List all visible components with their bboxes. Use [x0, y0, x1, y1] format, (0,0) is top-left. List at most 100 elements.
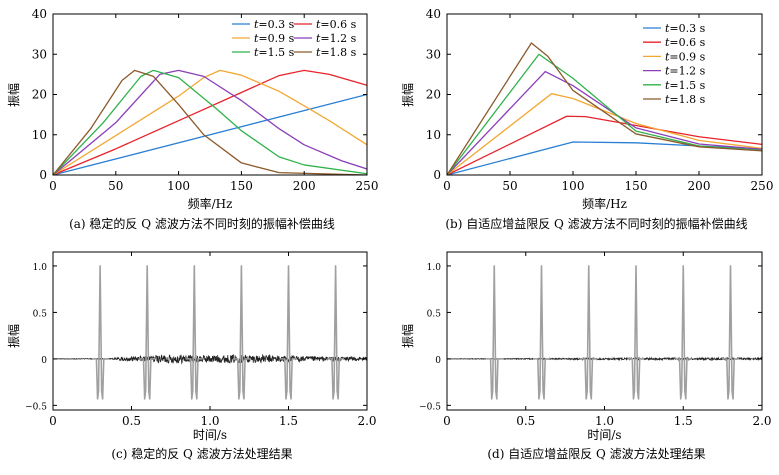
panel-caption: (d) 自适应增益限反 Q 滤波方法处理结果: [487, 446, 705, 461]
y-axis-label: 振幅: [6, 324, 21, 348]
legend-variable: t: [316, 32, 321, 45]
legend-variable: t: [254, 46, 259, 59]
legend-value: =1.8 s: [669, 93, 705, 106]
x-axis-label: 时间/s: [587, 428, 621, 442]
y-tick-label: −0.5: [419, 402, 441, 412]
x-tick-label: 1.5: [279, 414, 298, 428]
legend-label-3: t=0.9 s: [665, 50, 706, 63]
y-tick-label: 20: [32, 88, 47, 102]
y-tick-label: 20: [426, 88, 441, 102]
x-tick-label: 50: [502, 179, 517, 193]
y-axis-label: 振幅: [6, 83, 21, 107]
x-tick-label: 1.0: [595, 414, 614, 428]
y-tick-label: 0: [435, 356, 441, 366]
y-axis-label: 振幅: [400, 324, 415, 348]
legend-variable: t: [665, 93, 670, 106]
y-tick-label: 0: [41, 356, 47, 366]
series-line-4: [447, 70, 762, 175]
legend-label-2: t=0.6 s: [665, 36, 706, 49]
x-tick-label: 1.0: [200, 414, 219, 428]
legend-label-2: t=0.6 s: [316, 18, 357, 31]
y-tick-label: 0: [433, 168, 441, 182]
series-line-6: [53, 69, 367, 175]
x-axis-label: 频率/Hz: [582, 196, 627, 211]
plot-area: [53, 69, 367, 175]
legend-variable: t: [316, 18, 321, 31]
noise-trace: [53, 353, 367, 365]
y-axis-label: 振幅: [400, 83, 415, 107]
legend-label-5: t=1.5 s: [665, 79, 706, 92]
legend-label-4: t=1.2 s: [665, 65, 706, 78]
legend-label-1: t=0.3 s: [254, 18, 295, 31]
x-tick-label: 0: [443, 414, 451, 428]
y-tick-label: 30: [426, 47, 441, 61]
panel-caption: (b) 自适应增益限反 Q 滤波方法不同时刻的振幅补偿曲线: [445, 216, 747, 231]
y-tick-label: 0.5: [33, 309, 48, 319]
series-line-3: [447, 93, 762, 175]
pulse-5: [674, 265, 692, 400]
y-tick-label: 30: [32, 47, 47, 61]
x-tick-label: 0.5: [122, 414, 141, 428]
legend-variable: t: [316, 46, 321, 59]
series-line-5: [53, 69, 367, 175]
legend-label-5: t=1.5 s: [254, 46, 295, 59]
legend-value: =0.9 s: [669, 50, 705, 63]
legend-label-6: t=1.8 s: [665, 93, 706, 106]
y-tick-label: 40: [32, 7, 47, 21]
legend-label-1: t=0.3 s: [665, 22, 706, 35]
x-tick-label: 0: [443, 179, 451, 193]
legend: t=0.3 st=0.6 st=0.9 st=1.2 st=1.5 st=1.8…: [643, 22, 706, 106]
legend-value: =1.5 s: [258, 46, 294, 59]
x-tick-label: 200: [688, 179, 711, 193]
legend-value: =1.2 s: [320, 32, 356, 45]
series-line-1: [53, 93, 367, 175]
x-tick-label: 2.0: [752, 414, 771, 428]
legend-label-3: t=0.9 s: [254, 32, 295, 45]
pulse-2: [533, 265, 550, 400]
x-tick-label: 250: [751, 179, 774, 193]
pulse-2: [138, 265, 156, 400]
pulse-6: [722, 265, 739, 400]
panel-a: 0 50 100 150 200 250 0 10 20 30 40 频率/Hz 振幅 (a) 稳定的反 …: [6, 7, 378, 231]
series-line-6: [447, 42, 762, 175]
pulse-4: [627, 265, 645, 400]
panel-caption: (c) 稳定的反 Q 滤波方法处理结果: [111, 446, 292, 461]
y-tick-label: 1.0: [33, 263, 48, 273]
x-axis-label: 频率/Hz: [188, 196, 233, 211]
legend-variable: t: [665, 65, 670, 78]
panel-c: 0 0.5 1.0 1.5 2.0−0.500.51.0时间/s振幅(c) 稳定的反 Q…: [6, 251, 377, 461]
panel-caption: (a) 稳定的反 Q 滤波方法不同时刻的振幅补偿曲线: [69, 216, 335, 231]
x-tick-label: 100: [167, 179, 190, 193]
legend-variable: t: [665, 50, 670, 63]
plot-area: [53, 265, 367, 400]
series-line-2: [447, 115, 762, 175]
legend-variable: t: [665, 36, 670, 49]
y-tick-label: 1.0: [427, 263, 442, 273]
x-tick-label: 1.5: [674, 414, 693, 428]
pulse-5: [280, 265, 297, 400]
pulse-3: [580, 265, 598, 400]
series-line-3: [53, 69, 367, 175]
panel-b: 0 50 100 150 200 250 0 10 20 30 40 频率/Hz 振幅 (b) 自适应增益…: [400, 7, 773, 231]
x-tick-label: 0.5: [516, 414, 535, 428]
x-tick-label: 0: [49, 179, 57, 193]
legend-variable: t: [665, 79, 670, 92]
x-tick-label: 100: [562, 179, 585, 193]
panel-d: 0 0.5 1.0 1.5 2.0−0.500.51.0时间/s振幅(d) 自适应增益限…: [400, 251, 772, 461]
legend-value: =0.3 s: [669, 22, 705, 35]
x-tick-label: 50: [108, 179, 123, 193]
noise-trace: [447, 356, 762, 362]
x-tick-label: 250: [356, 179, 379, 193]
y-tick-label: 10: [426, 128, 441, 142]
legend-value: =1.5 s: [669, 79, 705, 92]
pulse-3: [185, 265, 203, 400]
pulse-4: [232, 265, 250, 400]
x-tick-label: 150: [230, 179, 253, 193]
series-line-2: [53, 69, 367, 175]
legend-variable: t: [254, 18, 259, 31]
series-line-4: [53, 69, 367, 175]
pulse-1: [91, 265, 109, 400]
legend-variable: t: [665, 22, 670, 35]
